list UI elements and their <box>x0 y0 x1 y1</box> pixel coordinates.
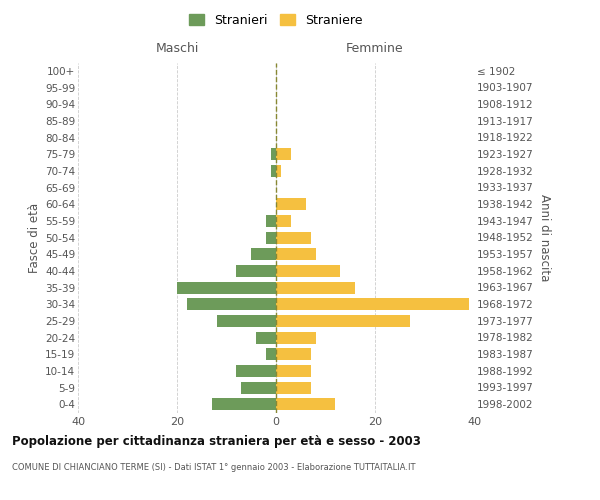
Bar <box>266 215 276 227</box>
Bar <box>236 365 276 377</box>
Bar <box>187 298 276 310</box>
Bar <box>276 198 306 210</box>
Bar <box>276 332 316 344</box>
Bar <box>276 282 355 294</box>
Bar <box>241 382 276 394</box>
Bar <box>236 265 276 277</box>
Y-axis label: Anni di nascita: Anni di nascita <box>538 194 551 281</box>
Bar <box>276 382 311 394</box>
Text: COMUNE DI CHIANCIANO TERME (SI) - Dati ISTAT 1° gennaio 2003 - Elaborazione TUTT: COMUNE DI CHIANCIANO TERME (SI) - Dati I… <box>12 462 415 471</box>
Legend: Stranieri, Straniere: Stranieri, Straniere <box>184 8 368 32</box>
Bar <box>276 298 469 310</box>
Bar <box>266 232 276 243</box>
Bar <box>177 282 276 294</box>
Bar <box>276 165 281 177</box>
Text: Maschi: Maschi <box>155 42 199 55</box>
Bar <box>271 165 276 177</box>
Bar <box>217 315 276 327</box>
Bar <box>276 248 316 260</box>
Text: Femmine: Femmine <box>346 42 404 55</box>
Bar <box>276 232 311 243</box>
Bar <box>276 398 335 410</box>
Text: Popolazione per cittadinanza straniera per età e sesso - 2003: Popolazione per cittadinanza straniera p… <box>12 435 421 448</box>
Y-axis label: Fasce di età: Fasce di età <box>28 202 41 272</box>
Bar <box>276 148 291 160</box>
Bar <box>276 365 311 377</box>
Bar <box>276 348 311 360</box>
Bar <box>276 215 291 227</box>
Bar <box>251 248 276 260</box>
Bar <box>256 332 276 344</box>
Bar <box>271 148 276 160</box>
Bar <box>276 315 410 327</box>
Bar <box>266 348 276 360</box>
Bar <box>276 265 340 277</box>
Bar <box>212 398 276 410</box>
